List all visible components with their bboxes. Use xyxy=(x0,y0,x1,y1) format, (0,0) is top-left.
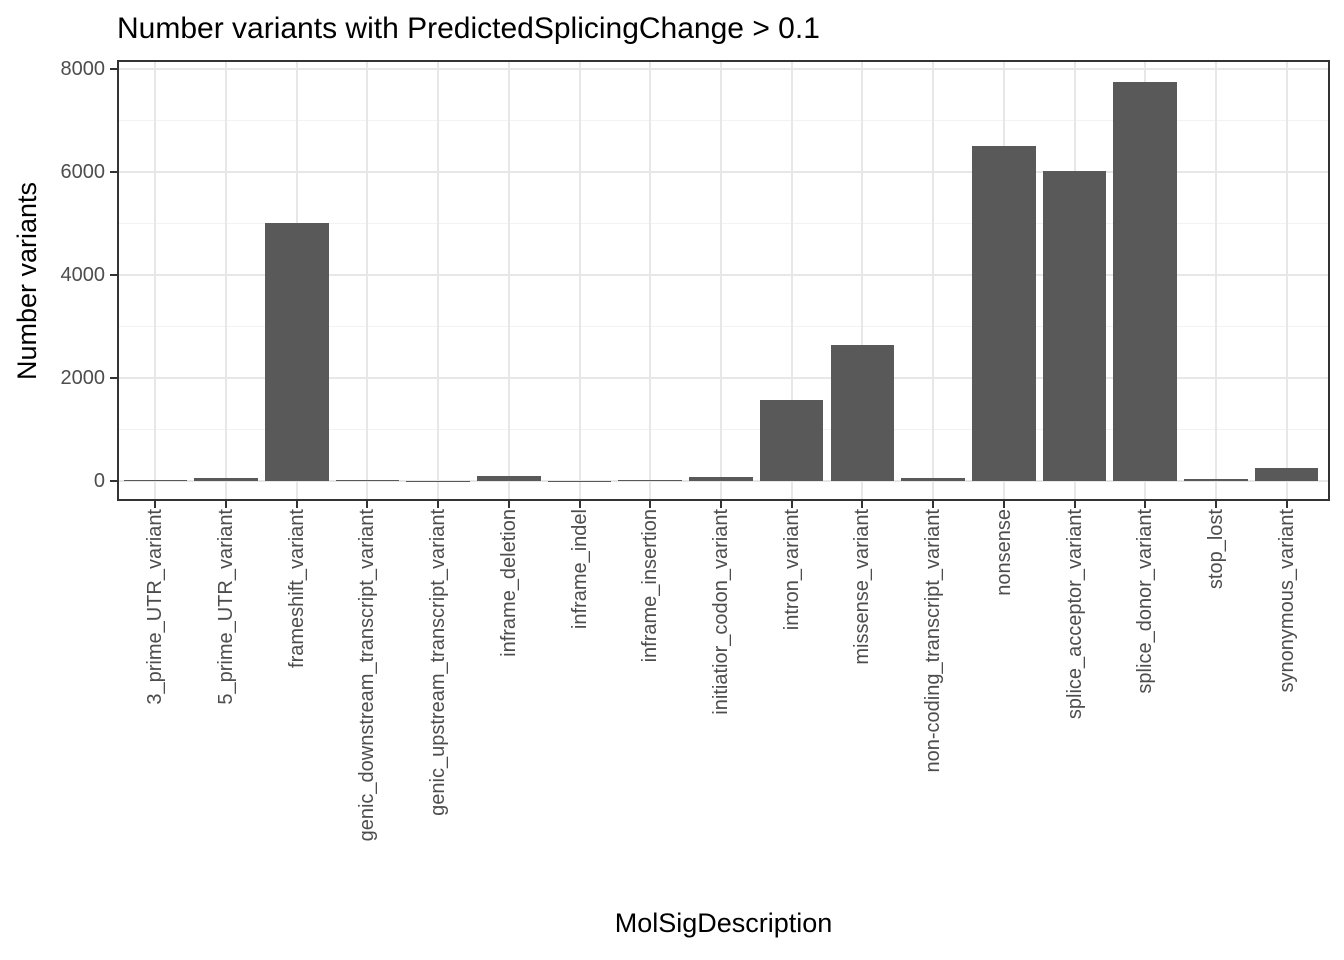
x-tick-mark-splice_acceptor_variant xyxy=(1073,501,1076,508)
bar-frameshift_variant xyxy=(264,223,329,481)
y-tick-label-6000: 6000 xyxy=(60,161,106,184)
x-tick-mark-5_prime_UTR_variant xyxy=(225,501,227,508)
x-tick-label-nonsense: nonsense xyxy=(992,509,1015,596)
gridline-vertical-initiatior_codon_variant xyxy=(719,62,722,499)
x-tick-label-frameshift_variant: frameshift_variant xyxy=(285,509,308,668)
bar-nonsense xyxy=(972,146,1036,481)
y-tick-label-2000: 2000 xyxy=(60,367,106,390)
gridline-vertical-inframe_insertion xyxy=(649,62,652,499)
gridline-minor-5000 xyxy=(119,223,1328,225)
x-tick-mark-inframe_deletion xyxy=(507,501,510,508)
x-tick-label-stop_lost: stop_lost xyxy=(1204,509,1227,590)
x-tick-label-splice_donor_variant: splice_donor_variant xyxy=(1134,509,1157,694)
x-axis-title: MolSigDescription xyxy=(614,908,833,938)
x-tick-mark-genic_upstream_transcript_variant xyxy=(437,501,440,508)
plot-panel xyxy=(117,60,1330,501)
x-tick-label-inframe_insertion: inframe_insertion xyxy=(639,509,662,663)
gridline-vertical-5_prime_UTR_variant xyxy=(225,62,227,499)
x-tick-label-genic_downstream_transcript_variant: genic_downstream_transcript_variant xyxy=(356,509,379,842)
x-tick-label-initiatior_codon_variant: initiatior_codon_variant xyxy=(709,509,732,715)
gridline-minor-1000 xyxy=(119,429,1328,431)
gridline-minor-3000 xyxy=(119,326,1328,328)
x-tick-label-inframe_deletion: inframe_deletion xyxy=(497,509,520,657)
bar-non-coding_transcript_variant xyxy=(901,477,965,481)
x-tick-label-synonymous_variant: synonymous_variant xyxy=(1275,509,1298,693)
y-tick-mark-0 xyxy=(110,480,117,482)
x-tick-label-splice_acceptor_variant: splice_acceptor_variant xyxy=(1063,509,1086,720)
chart-title: Number variants with PredictedSplicingCh… xyxy=(117,12,820,45)
bar-inframe_insertion xyxy=(618,480,683,481)
x-tick-label-genic_upstream_transcript_variant: genic_upstream_transcript_variant xyxy=(427,509,450,816)
bar-initiatior_codon_variant xyxy=(689,476,753,481)
bar-genic_downstream_transcript_variant xyxy=(335,479,400,481)
bar-splice_acceptor_variant xyxy=(1042,171,1107,481)
gridline-major-6000 xyxy=(119,171,1328,174)
gridline-major-8000 xyxy=(119,68,1328,71)
x-tick-label-5_prime_UTR_variant: 5_prime_UTR_variant xyxy=(215,509,237,705)
x-tick-mark-splice_donor_variant xyxy=(1144,501,1147,508)
bar-inframe_deletion xyxy=(477,475,541,481)
x-tick-mark-inframe_indel xyxy=(578,501,581,508)
x-tick-mark-stop_lost xyxy=(1214,501,1217,508)
gridline-vertical-inframe_deletion xyxy=(507,62,510,499)
bar-intron_variant xyxy=(759,400,824,481)
bar-synonymous_variant xyxy=(1254,468,1319,481)
gridline-major-2000 xyxy=(119,377,1328,380)
x-tick-label-non-coding_transcript_variant: non-coding_transcript_variant xyxy=(922,509,945,773)
x-tick-mark-nonsense xyxy=(1002,501,1005,508)
gridline-vertical-stop_lost xyxy=(1214,62,1217,499)
bar-splice_donor_variant xyxy=(1113,81,1178,481)
gridline-vertical-inframe_indel xyxy=(578,62,581,499)
x-tick-mark-intron_variant xyxy=(790,501,793,508)
x-tick-mark-initiatior_codon_variant xyxy=(719,501,722,508)
x-tick-label-3_prime_UTR_variant: 3_prime_UTR_variant xyxy=(144,509,167,705)
gridline-vertical-intron_variant xyxy=(790,62,793,499)
y-tick-label-0: 0 xyxy=(93,470,105,492)
y-tick-mark-2000 xyxy=(110,377,117,380)
bar-3_prime_UTR_variant xyxy=(123,479,188,481)
y-tick-mark-4000 xyxy=(110,274,117,277)
x-tick-mark-inframe_insertion xyxy=(649,501,652,508)
x-tick-mark-genic_downstream_transcript_variant xyxy=(366,501,369,508)
x-tick-mark-non-coding_transcript_variant xyxy=(932,501,935,508)
gridline-vertical-genic_upstream_transcript_variant xyxy=(437,62,440,499)
x-tick-label-missense_variant: missense_variant xyxy=(851,509,874,665)
x-tick-mark-missense_variant xyxy=(861,501,864,508)
y-tick-mark-6000 xyxy=(110,171,117,174)
x-tick-label-inframe_indel: inframe_indel xyxy=(568,509,591,630)
gridline-vertical-synonymous_variant xyxy=(1285,62,1288,499)
bar-missense_variant xyxy=(830,344,895,481)
gridline-major-4000 xyxy=(119,274,1328,277)
y-tick-mark-8000 xyxy=(110,68,117,71)
gridline-vertical-missense_variant xyxy=(861,62,864,499)
x-tick-label-intron_variant: intron_variant xyxy=(780,509,803,631)
gridline-minor-7000 xyxy=(119,120,1328,122)
gridline-vertical-genic_downstream_transcript_variant xyxy=(366,62,369,499)
gridline-vertical-non-coding_transcript_variant xyxy=(932,62,935,499)
x-tick-mark-synonymous_variant xyxy=(1285,501,1288,508)
y-tick-label-4000: 4000 xyxy=(60,264,106,287)
x-tick-mark-3_prime_UTR_variant xyxy=(154,501,157,508)
y-tick-label-8000: 8000 xyxy=(60,58,106,81)
x-tick-mark-frameshift_variant xyxy=(295,501,298,508)
gridline-vertical-3_prime_UTR_variant xyxy=(154,62,157,499)
bar-stop_lost xyxy=(1184,479,1248,481)
gridline-major-0 xyxy=(119,480,1328,482)
bar-5_prime_UTR_variant xyxy=(194,478,258,481)
